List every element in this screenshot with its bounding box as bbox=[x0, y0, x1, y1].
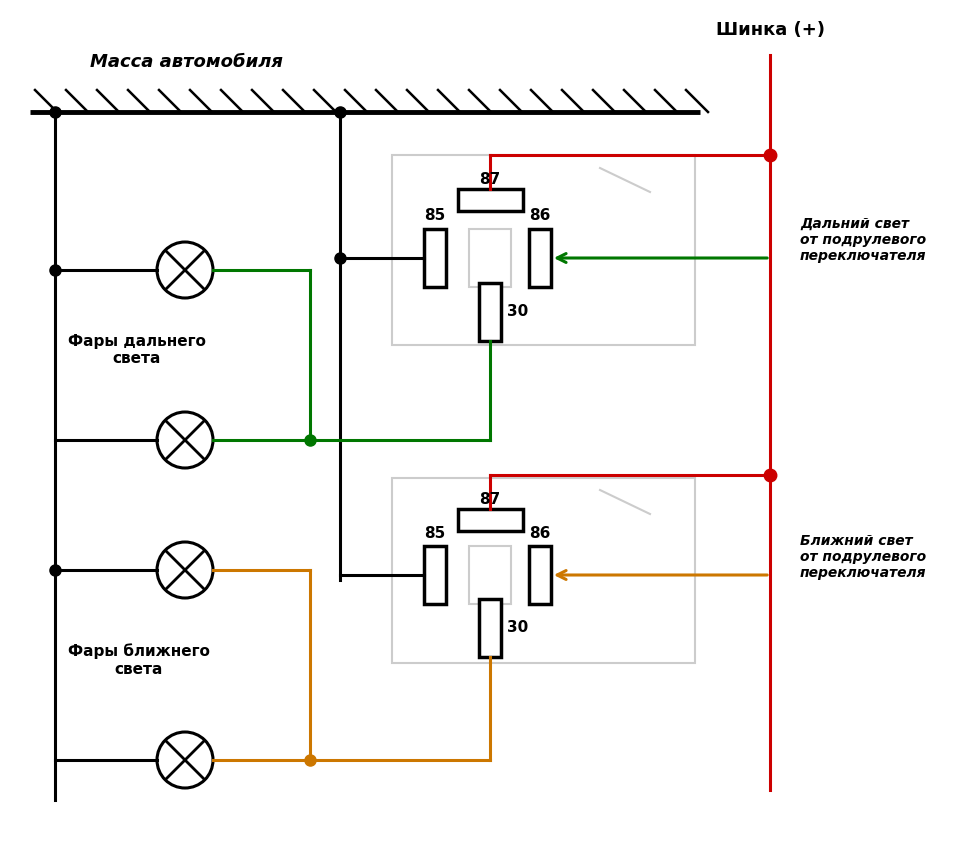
Text: 86: 86 bbox=[529, 208, 551, 223]
Bar bbox=[529, 229, 551, 287]
Bar bbox=[458, 189, 523, 211]
Text: Дальний свет
от подрулевого
переключателя: Дальний свет от подрулевого переключател… bbox=[800, 217, 926, 263]
Bar bbox=[392, 478, 695, 663]
Text: 87: 87 bbox=[479, 492, 500, 507]
Text: 85: 85 bbox=[424, 525, 445, 541]
Text: Масса автомобиля: Масса автомобиля bbox=[90, 53, 283, 71]
Text: 86: 86 bbox=[529, 525, 551, 541]
Bar bbox=[479, 599, 501, 657]
Bar bbox=[479, 283, 501, 341]
Text: 85: 85 bbox=[424, 208, 445, 223]
Text: Фары дальнего
света: Фары дальнего света bbox=[68, 334, 205, 366]
Bar bbox=[469, 229, 511, 287]
Text: 87: 87 bbox=[479, 172, 500, 188]
Text: 30: 30 bbox=[508, 620, 529, 636]
Bar bbox=[424, 229, 446, 287]
Text: Фары ближнего
света: Фары ближнего света bbox=[68, 644, 210, 677]
Text: Шинка (+): Шинка (+) bbox=[715, 21, 825, 39]
Bar bbox=[529, 546, 551, 604]
Text: Ближний свет
от подрулевого
переключателя: Ближний свет от подрулевого переключател… bbox=[800, 534, 926, 580]
Bar bbox=[469, 546, 511, 604]
Bar bbox=[392, 155, 695, 345]
Bar bbox=[458, 509, 523, 531]
Bar bbox=[424, 546, 446, 604]
Text: 30: 30 bbox=[508, 305, 529, 319]
